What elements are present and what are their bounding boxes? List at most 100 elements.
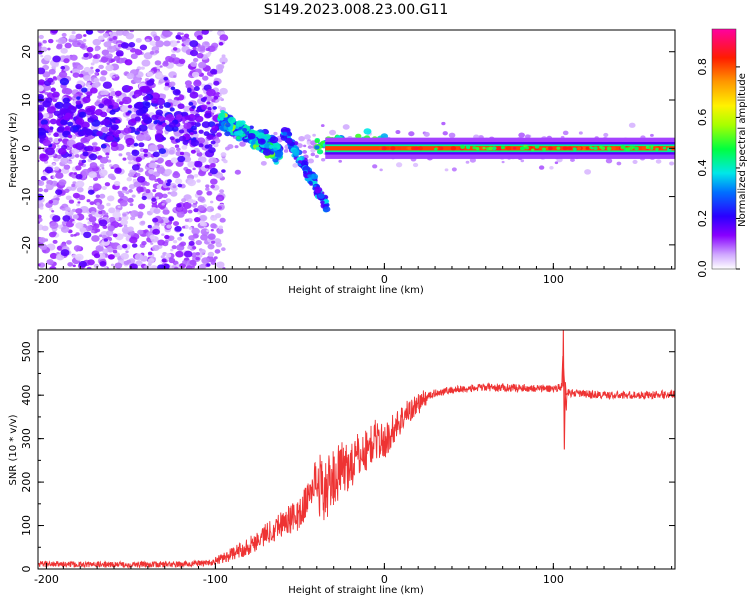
spectral-blob [167,179,172,184]
spectral-blob [185,168,192,175]
spectral-blob [71,183,76,187]
spectral-blob [143,265,149,269]
spectral-blob [183,33,190,38]
spectral-blob [86,145,94,152]
spectral-blob [236,135,241,140]
spectral-blob [122,186,127,190]
spectral-blob [38,263,41,267]
spectral-blob [164,131,169,135]
spectral-blob [105,64,114,72]
x-tick-label: -200 [34,273,59,286]
spectral-blob [193,208,199,213]
spectral-blob [210,223,217,229]
spectral-blob [115,129,121,135]
spectral-blob [148,162,156,169]
spectral-blob [124,59,133,66]
spectral-blob [55,172,64,179]
spectral-blob [126,72,135,80]
spectral-blob [181,145,188,150]
spectral-blob [669,161,675,166]
spectral-blob [590,146,594,150]
spectral-blob [128,161,132,165]
spectral-blob [187,161,196,168]
spectral-blob [234,131,240,136]
spectral-blob [242,127,248,132]
spectral-blob [57,147,67,155]
spectral-blob [205,95,213,102]
spectral-blob [60,226,70,233]
spectral-blob [191,105,196,109]
spectral-blob [285,137,293,144]
spectral-blob [78,260,87,268]
spectral-blob [97,30,105,34]
spectral-blob [97,204,105,210]
spectral-blob [189,91,199,99]
spectral-blob [191,88,195,92]
spectral-blob [101,118,111,126]
spectral-blob [125,191,130,195]
x-tick-label: 100 [543,273,564,286]
spectral-blob [75,33,83,40]
spectral-blob [40,46,48,52]
spectral-blob [168,257,176,264]
spectral-blob [143,148,149,153]
chart-title: S149.2023.008.23.00.G11 [264,2,449,18]
spectral-blob [135,37,142,43]
spectral-blob [64,206,71,212]
spectral-blob [198,143,204,148]
spectral-blob [72,72,80,78]
spectral-blob [397,146,402,150]
spectral-blob [76,96,81,100]
spectral-blob [51,209,55,213]
spectral-blob [157,239,166,246]
spectral-blob [355,133,362,139]
spectral-blob [183,122,192,130]
spectral-blob [117,205,121,209]
spectral-blob [145,189,151,194]
spectral-blob [465,160,470,164]
spectral-blob [163,76,169,81]
spectral-blob [175,114,183,120]
x-tick-label: -100 [203,273,228,286]
spectral-blob [139,86,147,93]
spectral-blob [108,104,114,109]
spectral-blob [198,129,204,134]
spectral-blob [151,197,157,202]
spectral-blob [220,152,227,157]
spectral-blob [304,134,311,140]
spectral-blob [106,135,114,142]
spectral-blob [161,136,167,141]
spectral-blob [152,151,160,158]
spectral-blob [547,146,553,151]
spectral-blob [192,57,199,63]
spectral-blob [584,169,592,175]
spectral-blob [73,245,82,252]
spectral-blob [58,179,67,186]
spectral-blob [201,257,210,265]
snr-marks [38,330,675,569]
spectral-blob [38,237,46,244]
spectrogram-marks [38,30,675,269]
spectral-blob [193,86,200,92]
spectral-blob [67,121,74,127]
spectral-blob [93,198,103,206]
spectral-blob [207,233,216,240]
spectral-blob [218,112,226,119]
spectral-blob [216,132,222,137]
spectral-blob [52,76,57,80]
spectral-blob [76,64,84,70]
spectral-blob [75,165,82,171]
spectral-blob [188,101,194,106]
spectral-blob [182,260,188,265]
spectral-blob [38,85,44,92]
spectral-blob [45,183,51,188]
spectral-blob [146,71,154,77]
spectral-blob [100,56,109,63]
spectral-blob [42,113,50,119]
spectral-blob [219,34,229,42]
spectral-blob [97,35,105,41]
spectral-blob [234,145,239,149]
spectral-blob [59,77,70,86]
spectral-blob [52,239,58,244]
spectral-blob [56,43,63,48]
